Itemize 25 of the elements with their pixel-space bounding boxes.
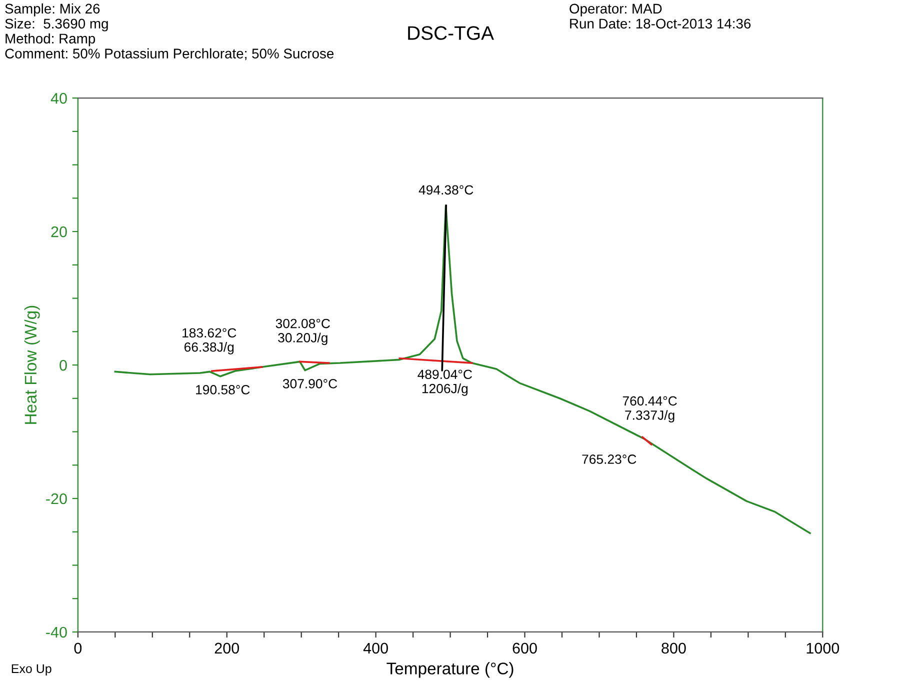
annotation: 183.62°C 66.38J/g xyxy=(182,328,236,354)
annotation: 760.44°C 7.337J/g xyxy=(622,396,677,422)
y-tick-label: 20 xyxy=(51,226,67,238)
x-tick-label: 600 xyxy=(512,642,537,654)
y-tick-label: 40 xyxy=(50,92,67,104)
y-tick-label: -40 xyxy=(46,626,67,638)
annotation: 489.04°C 1206J/g xyxy=(418,370,472,396)
annotation: 302.08°C 30.20J/g xyxy=(276,318,330,346)
x-tick-label: 1000 xyxy=(806,642,840,654)
y-axis-title: Heat Flow (W/g) xyxy=(24,306,40,424)
x-tick-label: 0 xyxy=(74,642,82,654)
annotation: 190.58°C xyxy=(196,385,250,394)
x-tick-label: 400 xyxy=(363,642,388,654)
x-tick-label: 200 xyxy=(214,642,240,654)
x-tick-label: 800 xyxy=(662,642,686,654)
annotation: 494.38°C xyxy=(418,185,474,195)
text: Operator: MAD Run Date: 18-Oct-2013 14:36 xyxy=(570,4,751,29)
annotation: 765.23°C xyxy=(582,454,636,464)
chart-title: DSC-TGA xyxy=(408,26,494,40)
x-axis-title: Temperature (°C) xyxy=(386,662,514,678)
text: Exo Up xyxy=(12,664,52,676)
y-tick-label: -20 xyxy=(46,493,67,504)
y-tick-label: 0 xyxy=(60,360,67,371)
annotation: 307.90°C xyxy=(282,379,338,388)
text: Sample: Mix 26 Size: 5.3690 mg Method: Ramp Comment: 50% Potassium Perchlorate; 50% Sucrose xyxy=(5,3,334,60)
